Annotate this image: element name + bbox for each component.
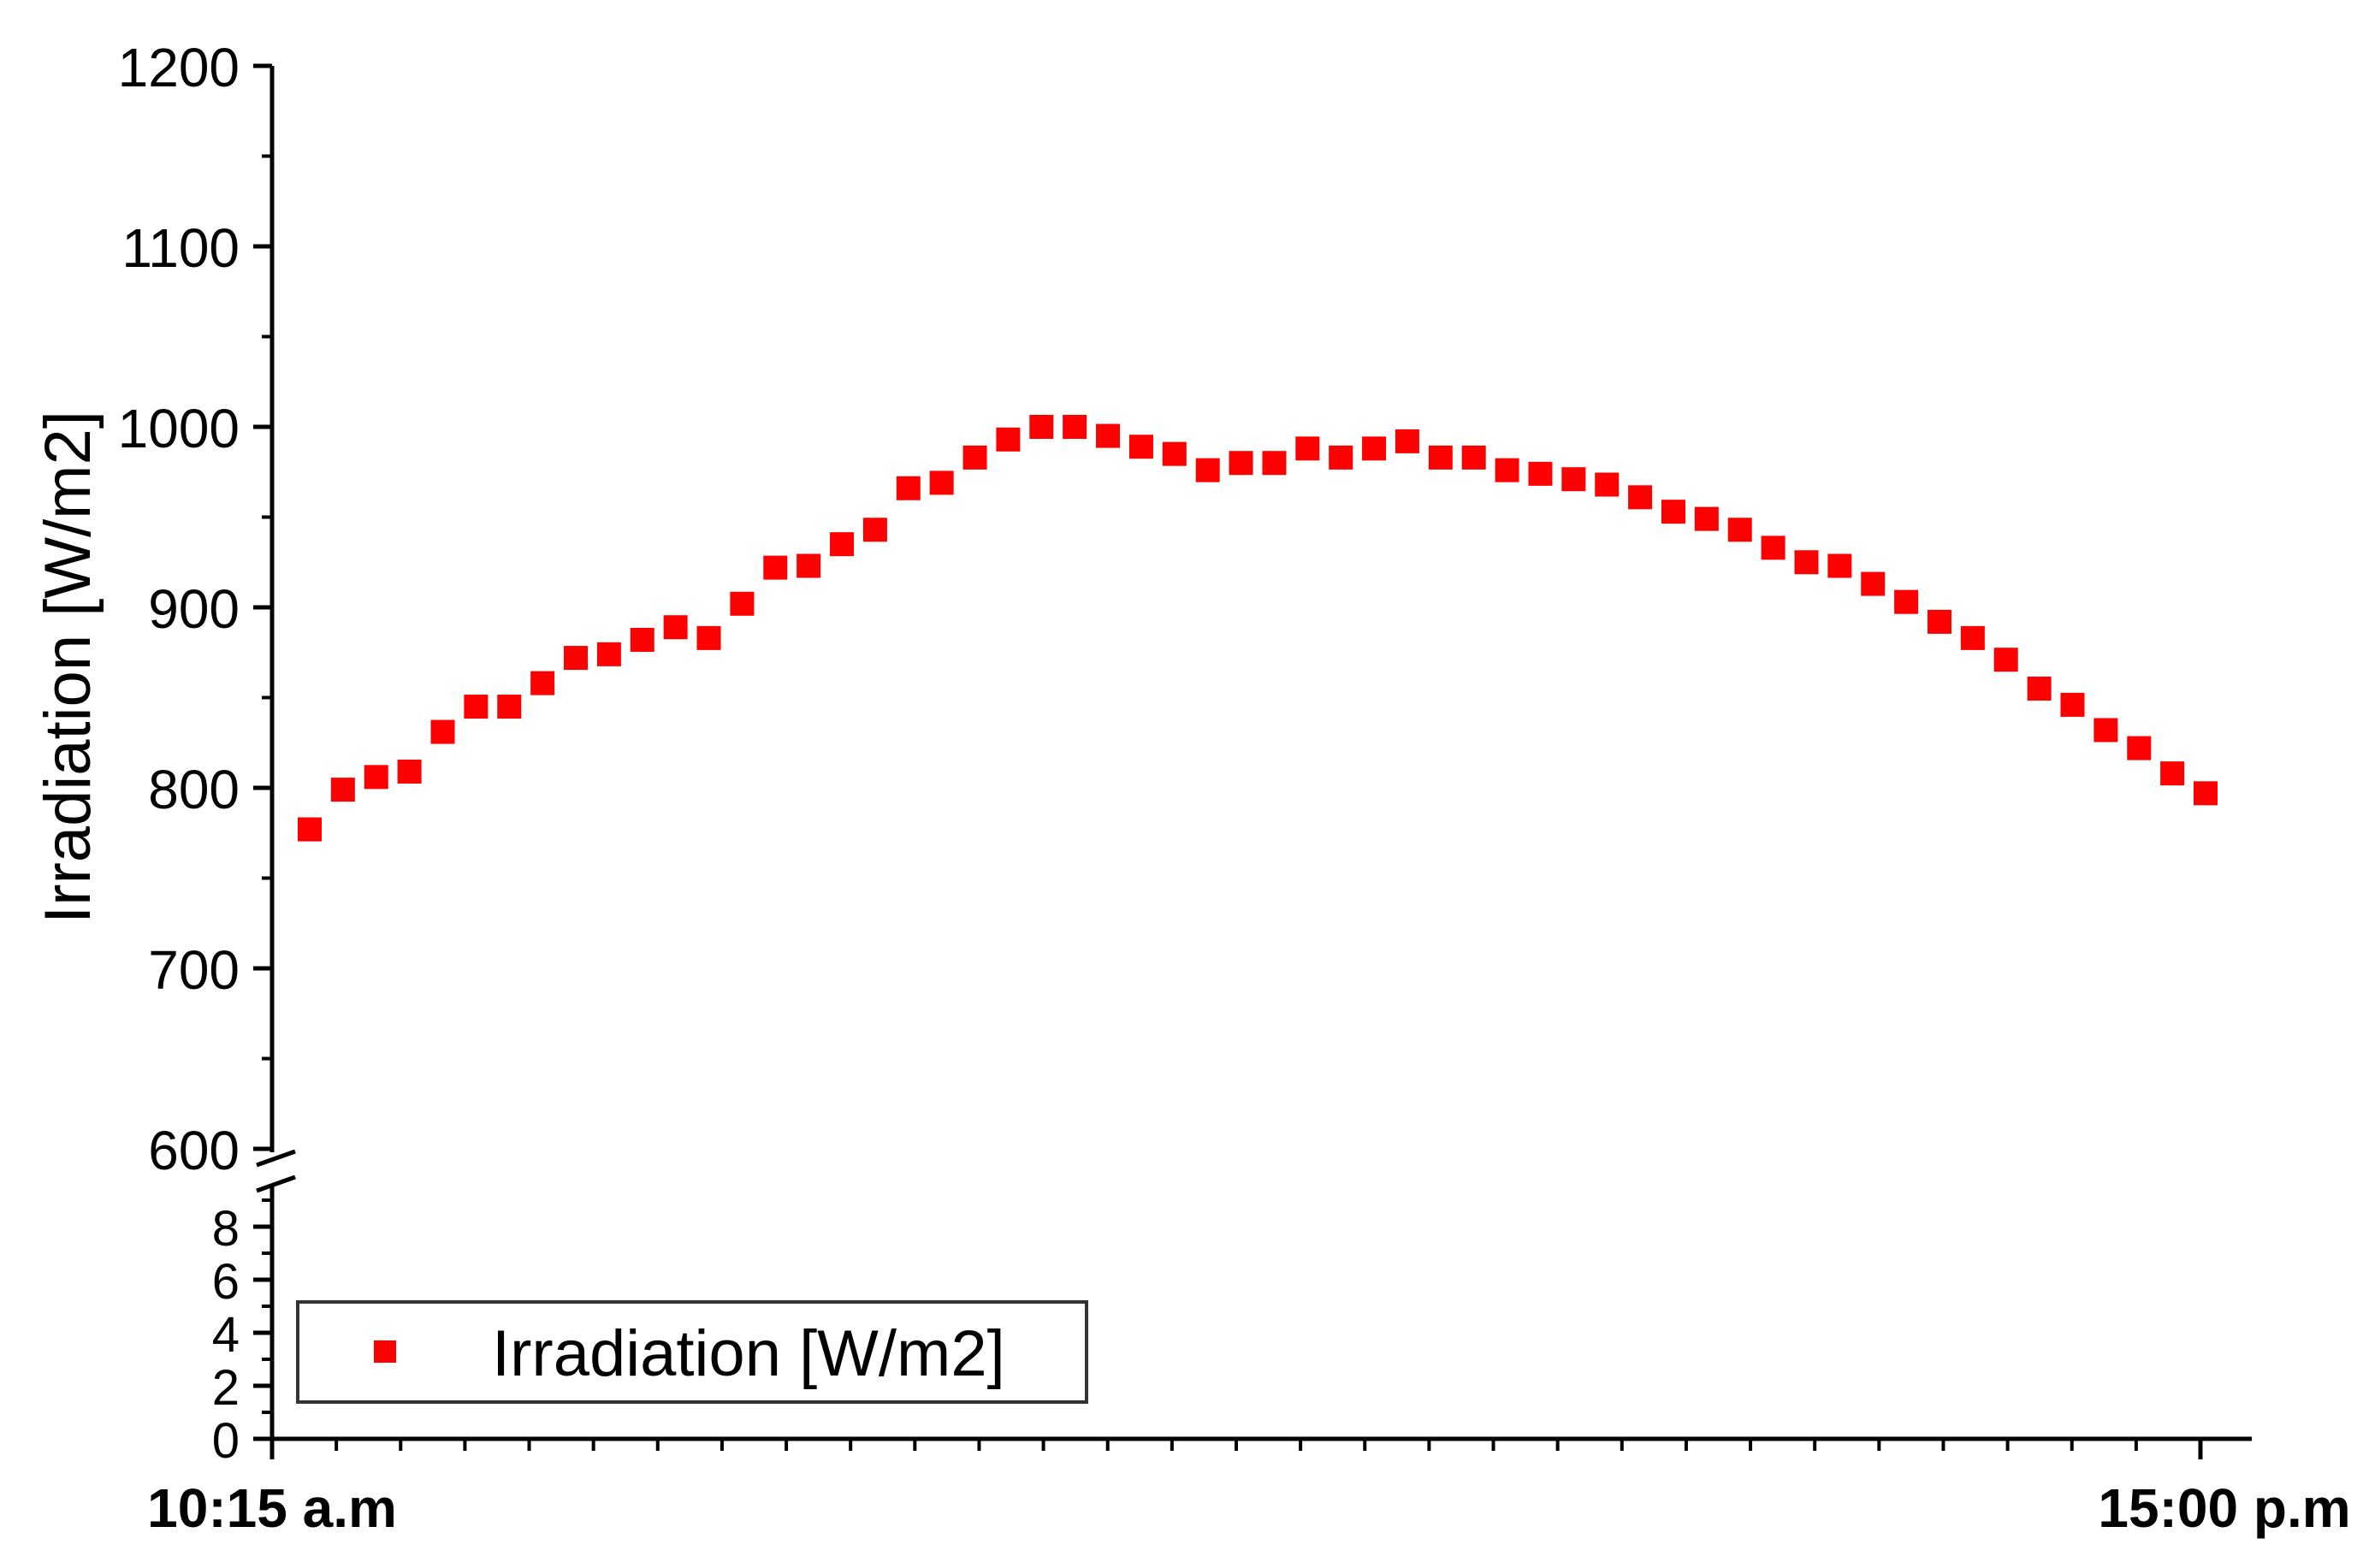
data-point: [1029, 415, 1054, 439]
data-point: [1761, 535, 1786, 560]
data-point: [330, 778, 355, 802]
data-point: [1861, 571, 1886, 596]
y-lower-tick-label: 0: [212, 1413, 240, 1469]
data-point: [397, 760, 422, 784]
x-tick-label-end: 15:00 p.m: [2098, 1477, 2350, 1539]
y-tick-label: 800: [148, 759, 240, 820]
data-point: [497, 695, 522, 719]
data-point: [862, 518, 887, 542]
data-point: [1528, 461, 1553, 486]
data-point: [1428, 445, 1453, 470]
data-point: [730, 591, 755, 616]
data-point: [1595, 472, 1620, 497]
data-point: [763, 555, 788, 580]
data-point: [2194, 781, 2218, 806]
x-axis-ticks: 10:15 a.m 15:00 p.m: [147, 1439, 2351, 1539]
axis-break-mark-bottom: [256, 1175, 296, 1193]
x-tick-label-start: 10:15 a.m: [147, 1477, 397, 1539]
legend-label: Irradiation [W/m2]: [492, 1317, 1005, 1390]
y-tick-label: 700: [148, 939, 240, 1001]
y-tick-label: 1100: [121, 217, 240, 279]
data-point: [1329, 445, 1353, 470]
data-point: [830, 532, 855, 557]
y-tick-label: 900: [148, 578, 240, 640]
y-tick-label: 1200: [118, 37, 240, 98]
data-point: [1927, 609, 1951, 634]
data-point: [663, 615, 688, 640]
data-point: [1395, 429, 1419, 453]
y-lower-tick-label: 8: [212, 1201, 240, 1257]
data-point: [962, 445, 987, 470]
data-point: [630, 627, 654, 652]
data-point: [1128, 435, 1153, 459]
data-point: [1794, 550, 1819, 575]
data-point: [1561, 467, 1586, 492]
y-lower-tick-label: 6: [212, 1254, 240, 1310]
data-point: [464, 695, 489, 719]
data-point: [929, 470, 954, 495]
data-point: [1894, 589, 1919, 614]
data-point: [2093, 718, 2118, 743]
data-point: [1993, 648, 2018, 672]
data-point: [1063, 415, 1087, 439]
legend-marker: [374, 1340, 396, 1363]
legend-box: [296, 1300, 1088, 1404]
legend: Irradiation [W/m2]: [296, 1300, 1088, 1404]
axes: [256, 66, 2252, 1441]
data-point: [430, 719, 455, 744]
data-point: [2027, 676, 2052, 701]
data-point: [1694, 506, 1719, 531]
data-point: [2060, 692, 2085, 717]
data-point: [696, 625, 721, 650]
data-point: [1262, 451, 1287, 476]
data-point: [1495, 458, 1519, 482]
data-point: [1096, 423, 1121, 448]
data-point: [298, 817, 322, 842]
y-axis-label: Irradiation [W/m2]: [32, 411, 104, 924]
data-point: [1628, 485, 1653, 510]
y-tick-label: 600: [148, 1120, 240, 1181]
data-point: [2160, 761, 2185, 786]
data-point: [896, 476, 921, 500]
data-point: [530, 671, 555, 695]
axis-break-mark-top: [256, 1149, 296, 1168]
y-lower-tick-label: 2: [212, 1360, 240, 1416]
data-point: [1461, 445, 1486, 470]
data-point: [1827, 553, 1852, 578]
data-point: [1727, 518, 1752, 542]
data-point: [1195, 458, 1220, 482]
y-lower-tick-label: 4: [212, 1307, 240, 1363]
data-point: [1229, 451, 1253, 476]
data-point: [1661, 500, 1685, 524]
data-point: [596, 642, 621, 666]
data-point: [1162, 441, 1187, 466]
data-point: [2127, 736, 2152, 760]
y-tick-label: 1000: [118, 398, 240, 459]
data-points: [298, 415, 2218, 842]
data-point: [1295, 436, 1320, 461]
data-point: [1362, 436, 1387, 461]
data-point: [1960, 625, 1985, 650]
data-point: [996, 427, 1021, 452]
data-point: [564, 646, 589, 671]
data-point: [797, 553, 821, 578]
data-point: [364, 765, 388, 790]
